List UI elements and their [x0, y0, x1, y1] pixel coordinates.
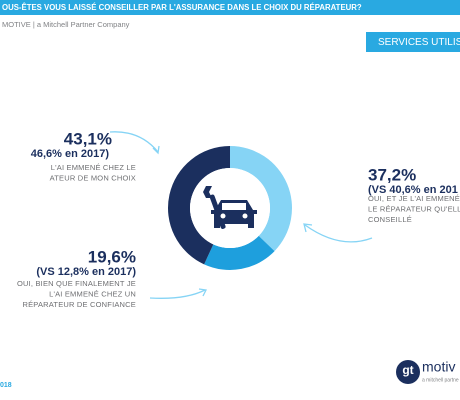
donut-segment [204, 235, 275, 270]
category-line: L'AI EMMENÉ CHEZ LE [51, 163, 136, 172]
title-bar [0, 0, 460, 15]
footer-year: 018 [0, 382, 12, 389]
company: MOTIVE | a Mitchell Partner Company [2, 20, 130, 29]
category-line: LE RÉPARATEUR QU'ELLE [368, 204, 460, 213]
logo-text: motiv [422, 359, 455, 375]
donut-segment [167, 146, 230, 265]
category-line: ATEUR DE MON CHOIX [50, 173, 136, 182]
logo-circle [396, 360, 420, 384]
category-line: RÉPARATEUR DE CONFIANCE [22, 300, 136, 309]
section: SERVICES UTILISE [378, 37, 460, 48]
value-label: 43,1% [64, 129, 112, 148]
comparison: 46,6% en 2017) [31, 148, 110, 160]
arrow [149, 289, 206, 299]
section-box [366, 32, 460, 52]
comparison: (VS 12,8% en 2017) [36, 266, 136, 278]
arrow-head [198, 288, 207, 297]
title: OUS-ÊTES VOUS LAISSÉ CONSEILLER PAR L'AS… [2, 3, 362, 12]
value-label: 37,2% [368, 165, 416, 184]
arrow-head [152, 145, 160, 155]
comparison: (VS 40,6% en 201 [368, 184, 458, 196]
arrow [109, 131, 159, 153]
donut-segment [230, 146, 292, 252]
category-line: OUI, ET JE L'AI EMMENÉ C [368, 194, 460, 203]
arrow [304, 224, 373, 243]
value-label: 19,6% [88, 247, 136, 266]
category-line: OUI, BIEN QUE FINALEMENT JE [17, 279, 136, 288]
logo-sub: a mitchell partne [422, 377, 459, 383]
category-line: L'AI EMMENÉ CHEZ UN [49, 289, 136, 298]
logo-mark: gt [402, 363, 413, 377]
car-wrench-icon [203, 186, 257, 229]
arrow-head [303, 223, 313, 233]
category-line: CONSEILLÉ [368, 215, 412, 224]
